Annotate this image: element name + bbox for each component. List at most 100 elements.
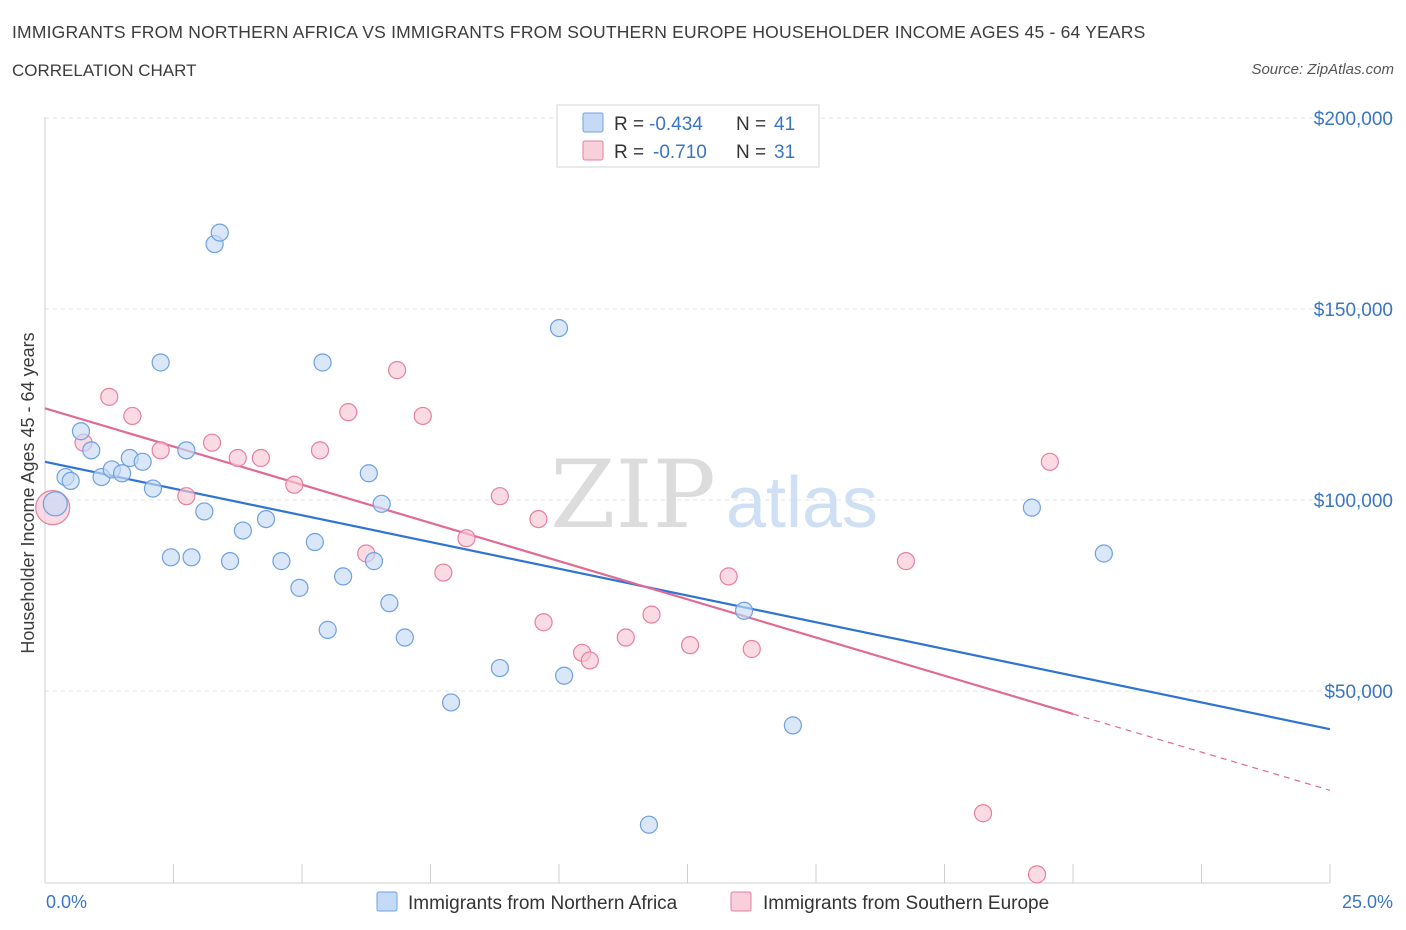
point-northern-africa	[151, 353, 170, 372]
point-southern-europe	[177, 487, 196, 506]
legend-r-label: R =	[614, 142, 644, 163]
point-northern-africa	[272, 552, 291, 571]
point-southern-europe	[642, 605, 661, 624]
point-northern-africa	[71, 422, 91, 441]
point-northern-africa	[313, 353, 332, 372]
y-tick-label: $50,000	[1324, 682, 1393, 703]
point-northern-africa	[372, 494, 391, 513]
watermark-zip: ZIP	[550, 441, 716, 550]
point-northern-africa	[318, 620, 337, 639]
y-tick-label: $200,000	[1314, 109, 1393, 130]
point-northern-africa	[61, 471, 80, 490]
point-northern-africa	[305, 532, 324, 552]
point-southern-europe	[490, 487, 509, 506]
point-northern-africa	[783, 716, 802, 735]
point-southern-europe	[719, 567, 738, 586]
point-southern-europe	[387, 361, 407, 380]
trend-extension-southern-europe	[1072, 713, 1331, 791]
point-northern-africa	[380, 594, 399, 613]
point-southern-europe	[151, 441, 170, 460]
series-legend-label-southern-europe: Immigrants from Southern Europe	[763, 893, 1049, 914]
point-northern-africa	[441, 693, 461, 712]
trend-line-northern-africa	[44, 460, 1331, 731]
y-tick-label: $150,000	[1314, 300, 1393, 321]
point-northern-africa	[359, 464, 378, 483]
point-southern-europe	[973, 804, 993, 823]
series-legend-swatch-southern-europe	[730, 891, 752, 912]
point-southern-europe	[534, 613, 553, 632]
watermark-atlas: atlas	[726, 463, 878, 543]
point-southern-europe	[529, 509, 548, 529]
trend-lines	[44, 407, 1331, 791]
point-northern-africa	[364, 552, 384, 571]
watermark: ZIP atlas	[550, 441, 878, 550]
point-northern-africa	[555, 666, 574, 685]
point-northern-africa	[395, 628, 414, 647]
legend-r-value-northern-africa: -0.434	[649, 114, 703, 135]
point-northern-africa	[177, 441, 196, 460]
point-southern-europe	[123, 406, 142, 426]
x-tick-label-min: 0.0%	[46, 892, 87, 912]
point-southern-europe	[228, 448, 247, 468]
x-tick-labels: 0.0% 25.0%	[46, 892, 1393, 912]
point-northern-africa	[1022, 498, 1041, 517]
chart-title: IMMIGRANTS FROM NORTHERN AFRICA VS IMMIG…	[12, 22, 1146, 42]
y-tick-label: $100,000	[1314, 491, 1393, 512]
point-northern-africa	[256, 509, 276, 529]
point-southern-europe	[1027, 865, 1047, 884]
point-northern-africa	[143, 479, 163, 498]
point-northern-africa	[639, 815, 659, 834]
trend-line-southern-europe	[44, 407, 1074, 715]
point-northern-africa	[42, 491, 68, 517]
legend-n-value-southern-europe: 31	[774, 142, 795, 163]
point-northern-africa	[1094, 544, 1113, 563]
point-northern-africa	[290, 578, 309, 597]
point-northern-africa	[195, 502, 214, 521]
point-southern-europe	[1040, 452, 1059, 471]
point-southern-europe	[434, 563, 453, 582]
point-northern-africa	[490, 658, 509, 678]
point-southern-europe	[310, 441, 330, 460]
point-northern-africa	[161, 548, 181, 567]
y-tick-labels: $50,000 $100,000 $150,000 $200,000	[1314, 109, 1393, 703]
data-points	[35, 223, 1113, 884]
legend-r-label: R =	[614, 114, 644, 135]
point-southern-europe	[580, 651, 599, 670]
point-southern-europe	[680, 636, 700, 655]
point-northern-africa	[112, 464, 132, 483]
y-axis-title: Householder Income Ages 45 - 64 years	[18, 332, 38, 653]
x-tick-label-max: 25.0%	[1342, 892, 1393, 912]
point-northern-africa	[233, 521, 252, 540]
point-northern-africa	[82, 441, 101, 460]
correlation-legend: R = -0.434 N = 41 R = -0.710 N = 31	[556, 104, 820, 168]
point-southern-europe	[202, 433, 222, 452]
point-northern-africa	[334, 567, 353, 586]
legend-n-value-northern-africa: 41	[774, 114, 795, 135]
legend-n-label: N =	[736, 114, 766, 135]
point-southern-europe	[339, 403, 358, 422]
legend-n-label: N =	[736, 142, 766, 163]
series-legend: Immigrants from Northern Africa Immigran…	[376, 891, 1049, 914]
chart-subtitle: CORRELATION CHART	[12, 61, 197, 80]
point-northern-africa	[133, 452, 152, 471]
point-northern-africa	[734, 601, 754, 620]
series-legend-label-northern-africa: Immigrants from Northern Africa	[408, 893, 678, 914]
point-southern-europe	[413, 406, 432, 426]
axes	[44, 117, 1331, 884]
point-southern-europe	[285, 475, 304, 494]
point-northern-africa	[220, 552, 240, 571]
grid-lines	[45, 117, 1395, 692]
legend-r-value-southern-europe: -0.710	[653, 142, 707, 163]
series-legend-swatch-northern-africa	[376, 891, 398, 912]
legend-swatch-southern-europe	[582, 140, 604, 161]
point-southern-europe	[100, 387, 119, 406]
point-southern-europe	[742, 639, 761, 659]
point-southern-europe	[896, 552, 916, 571]
point-northern-africa	[182, 548, 201, 567]
point-southern-europe	[616, 628, 635, 647]
legend-swatch-northern-africa	[582, 112, 604, 133]
point-northern-africa	[210, 223, 229, 242]
point-southern-europe	[457, 529, 476, 548]
point-northern-africa	[549, 319, 569, 338]
